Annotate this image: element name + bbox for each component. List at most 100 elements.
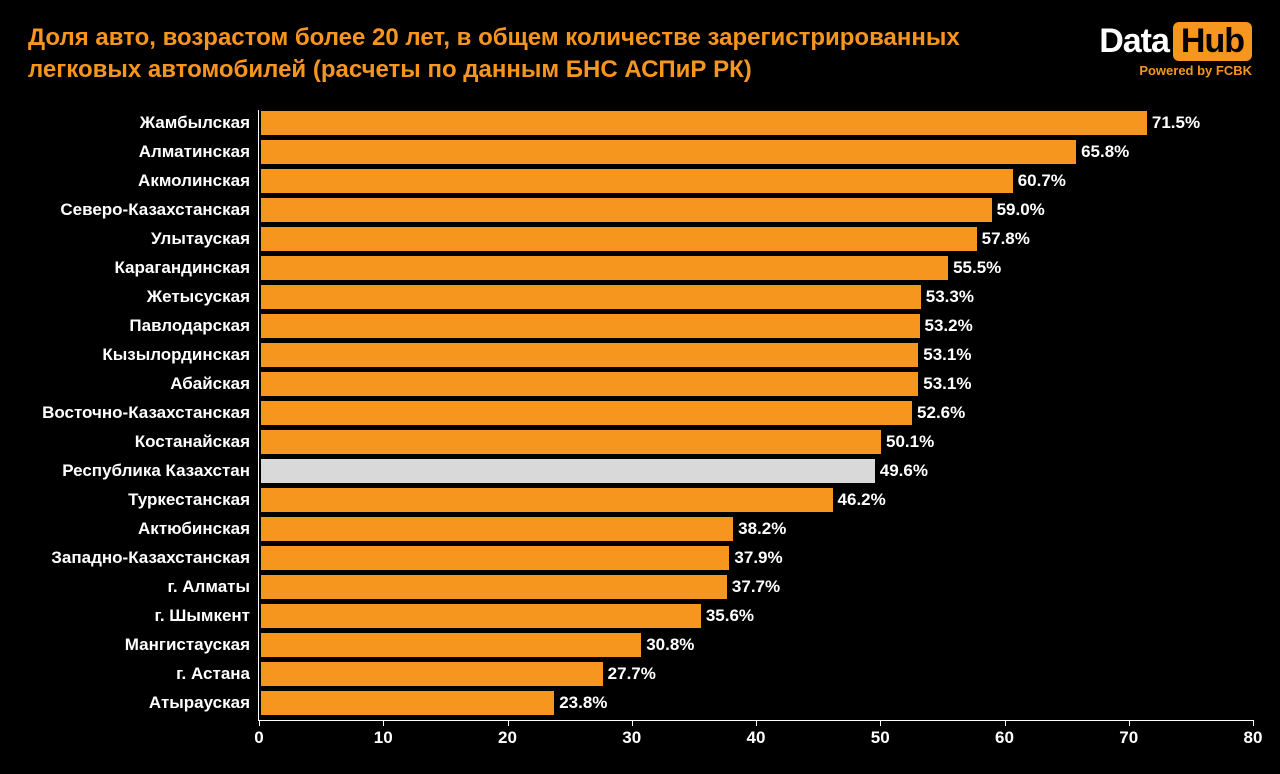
x-tick-label: 10	[374, 728, 393, 748]
bar	[260, 139, 1078, 165]
x-tick-mark	[1253, 720, 1254, 726]
bar-value-label: 57.8%	[978, 226, 1030, 252]
bar	[260, 400, 914, 426]
bar-category-label: Северо-Казахстанская	[28, 197, 250, 223]
bar	[260, 371, 920, 397]
bar-row: Павлодарская 53.2%	[28, 313, 1252, 339]
brand-logo-word2: Hub	[1173, 22, 1252, 61]
chart-title: Доля авто, возрастом более 20 лет, в общ…	[28, 22, 1008, 87]
x-tick-mark	[1129, 720, 1130, 726]
x-tick-mark	[756, 720, 757, 726]
bar-row: Северо-Казахстанская 59.0%	[28, 197, 1252, 223]
x-tick-label: 80	[1244, 728, 1263, 748]
bar-value-label: 52.6%	[913, 400, 965, 426]
bar	[260, 603, 702, 629]
brand-logo-word1: Data	[1099, 22, 1169, 61]
bar-category-label: Жамбылская	[28, 110, 250, 136]
bar-value-label: 23.8%	[555, 690, 607, 716]
bar	[260, 255, 950, 281]
bar-value-label: 46.2%	[834, 487, 886, 513]
chart-container: Доля авто, возрастом более 20 лет, в общ…	[0, 0, 1280, 774]
chart-area: 01020304050607080 Жамбылская71.5%Алматин…	[28, 110, 1252, 750]
bar-category-label: Туркестанская	[28, 487, 250, 513]
x-tick-mark	[383, 720, 384, 726]
bar-highlight	[260, 458, 876, 484]
bar-value-label: 37.7%	[728, 574, 780, 600]
bar	[260, 429, 882, 455]
bar-row: Актюбинская 38.2%	[28, 516, 1252, 542]
bar-category-label: Карагандинская	[28, 255, 250, 281]
bar-row: Акмолинская 60.7%	[28, 168, 1252, 194]
x-tick-label: 30	[622, 728, 641, 748]
bar-row: Костанайская 50.1%	[28, 429, 1252, 455]
x-tick-mark	[508, 720, 509, 726]
bar-row: Жамбылская 71.5%	[28, 110, 1252, 136]
bar-category-label: Улытауская	[28, 226, 250, 252]
bar-category-label: Жетысуская	[28, 284, 250, 310]
x-tick-mark	[1005, 720, 1006, 726]
bar-category-label: Мангистауская	[28, 632, 250, 658]
bar-category-label: Акмолинская	[28, 168, 250, 194]
bar	[260, 110, 1148, 136]
bar	[260, 168, 1014, 194]
bar-category-label: г. Алматы	[28, 574, 250, 600]
x-tick-mark	[880, 720, 881, 726]
bar-category-label: Кызылординская	[28, 342, 250, 368]
bar-category-label: Атырауская	[28, 690, 250, 716]
bar-row: Жетысуская 53.3%	[28, 284, 1252, 310]
bar-value-label: 53.3%	[922, 284, 974, 310]
bar-category-label: Актюбинская	[28, 516, 250, 542]
bar-row: Западно-Казахстанская 37.9%	[28, 545, 1252, 571]
bar	[260, 313, 921, 339]
bar-category-label: г. Астана	[28, 661, 250, 687]
bar-row: Улытауская 57.8%	[28, 226, 1252, 252]
bar	[260, 342, 920, 368]
bar-row: г. Алматы 37.7%	[28, 574, 1252, 600]
bar-category-label: Павлодарская	[28, 313, 250, 339]
bar-value-label: 49.6%	[876, 458, 928, 484]
bar	[260, 690, 556, 716]
brand-logo: Data Hub Powered by FCBK	[1099, 22, 1252, 78]
bar-category-label: Западно-Казахстанская	[28, 545, 250, 571]
bar	[260, 226, 978, 252]
bar-value-label: 60.7%	[1014, 168, 1066, 194]
bar	[260, 632, 643, 658]
bar-row: Абайская 53.1%	[28, 371, 1252, 397]
bar-row: г. Астана 27.7%	[28, 661, 1252, 687]
x-tick-mark	[632, 720, 633, 726]
x-tick-label: 0	[254, 728, 263, 748]
bar-row: Алматинская65.8%	[28, 139, 1252, 165]
bar-category-label: Алматинская	[28, 139, 250, 165]
bar-value-label: 50.1%	[882, 429, 934, 455]
bar-category-label: Абайская	[28, 371, 250, 397]
bar	[260, 197, 993, 223]
bar-value-label: 71.5%	[1148, 110, 1200, 136]
bar-value-label: 37.9%	[730, 545, 782, 571]
bar-value-label: 53.2%	[921, 313, 973, 339]
bar-value-label: 55.5%	[949, 255, 1001, 281]
bar-row: Туркестанская 46.2%	[28, 487, 1252, 513]
brand-logo-main: Data Hub	[1099, 22, 1252, 61]
bar	[260, 516, 735, 542]
bar-category-label: Восточно-Казахстанская	[28, 400, 250, 426]
bar	[260, 661, 604, 687]
x-tick-mark	[259, 720, 260, 726]
bar	[260, 487, 834, 513]
x-tick-label: 20	[498, 728, 517, 748]
bar-row: Кызылординская53.1%	[28, 342, 1252, 368]
bar-value-label: 27.7%	[604, 661, 656, 687]
bar-value-label: 53.1%	[919, 371, 971, 397]
bar-row: Атырауская 23.8%	[28, 690, 1252, 716]
bar-value-label: 35.6%	[702, 603, 754, 629]
bar	[260, 284, 922, 310]
x-tick-label: 60	[995, 728, 1014, 748]
bar-row: Восточно-Казахстанская 52.6%	[28, 400, 1252, 426]
bar	[260, 545, 731, 571]
bar-value-label: 38.2%	[734, 516, 786, 542]
x-tick-label: 50	[871, 728, 890, 748]
bar-value-label: 59.0%	[993, 197, 1045, 223]
bar-row: г. Шымкент35.6%	[28, 603, 1252, 629]
x-tick-label: 70	[1119, 728, 1138, 748]
bar-category-label: Костанайская	[28, 429, 250, 455]
brand-logo-subtitle: Powered by FCBK	[1099, 63, 1252, 78]
